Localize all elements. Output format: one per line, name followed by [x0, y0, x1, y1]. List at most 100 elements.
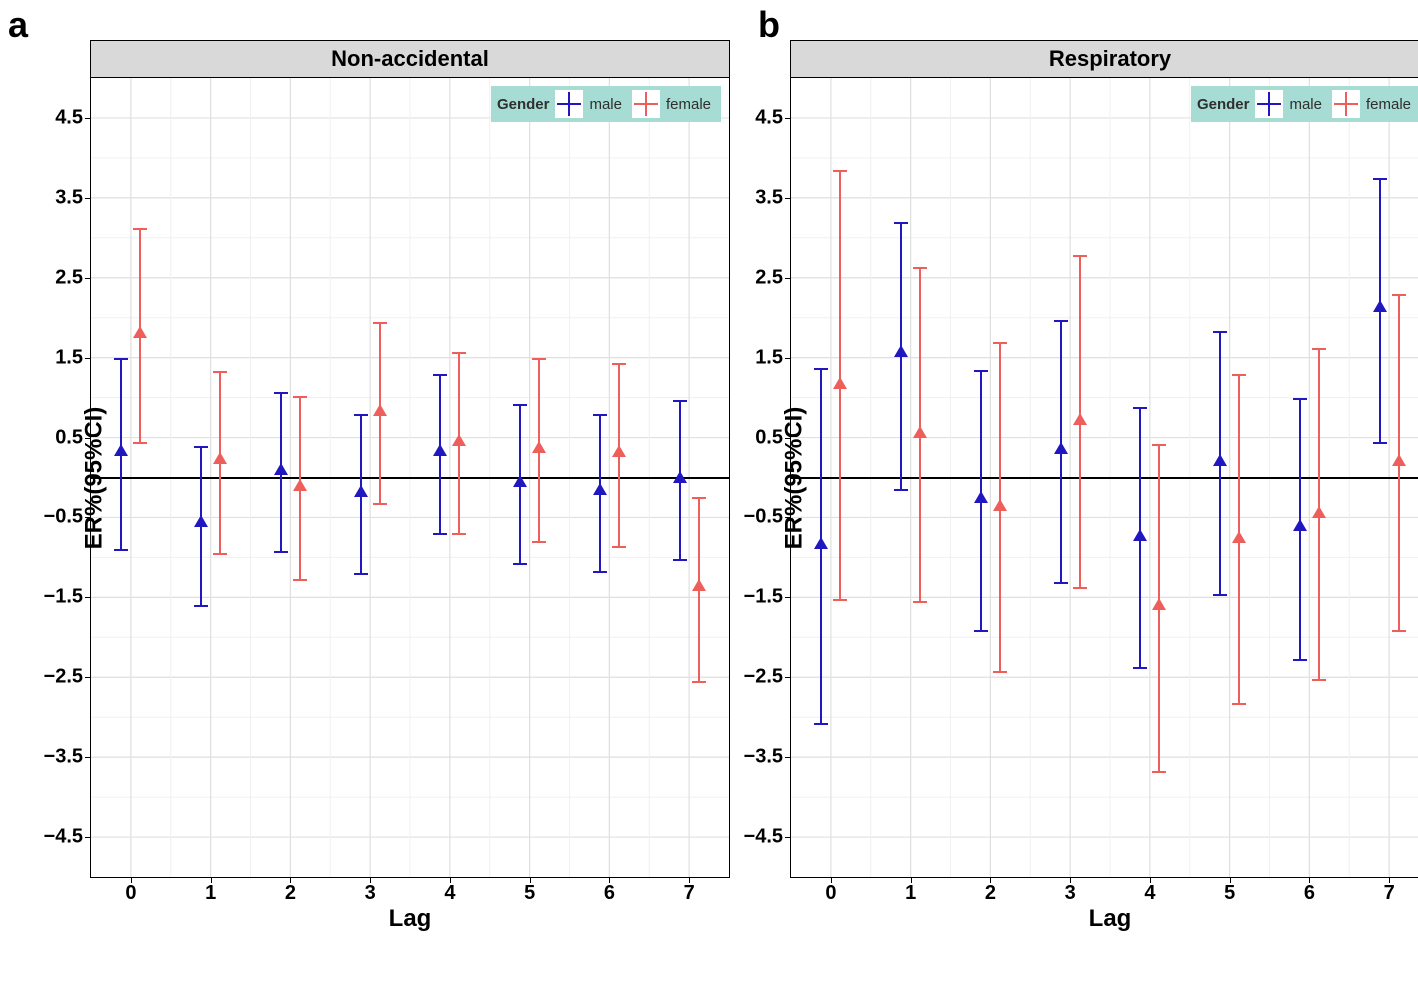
x-tick-label: 6	[604, 882, 615, 905]
y-tick-label: 4.5	[755, 106, 783, 129]
errorbar-female	[999, 342, 1001, 674]
y-tick-label: 0.5	[55, 426, 83, 449]
y-tick-label: 1.5	[55, 346, 83, 369]
point-marker-male	[354, 485, 368, 497]
errorbar-female	[919, 267, 921, 603]
y-tick-label: −3.5	[744, 746, 783, 769]
x-tick-label: 3	[1065, 882, 1076, 905]
point-marker-female	[612, 445, 626, 457]
y-tick-label: 2.5	[755, 266, 783, 289]
zero-line	[791, 477, 1418, 479]
y-tick-label: 1.5	[755, 346, 783, 369]
plot-area-a: Gender male female ER%(95%CI) Lag −4.5−3…	[90, 78, 730, 878]
legend-title: Gender	[497, 96, 550, 113]
figure: a b Non-accidental Gender male female ER…	[0, 0, 1418, 983]
errorbar-male	[1219, 331, 1221, 595]
legend-key-female-icon	[632, 90, 660, 118]
point-marker-female	[373, 404, 387, 416]
point-marker-female	[993, 499, 1007, 511]
point-marker-male	[1293, 519, 1307, 531]
point-marker-male	[513, 475, 527, 487]
point-marker-male	[274, 463, 288, 475]
point-marker-female	[532, 441, 546, 453]
errorbar-female	[538, 358, 540, 543]
x-axis-label-b: Lag	[1089, 905, 1132, 933]
y-tick-label: 3.5	[755, 186, 783, 209]
y-tick-label: −4.5	[44, 826, 83, 849]
errorbar-female	[219, 371, 221, 555]
x-tick-label: 2	[285, 882, 296, 905]
errorbar-male	[980, 370, 982, 632]
x-tick-label: 5	[1224, 882, 1235, 905]
errorbar-male	[200, 446, 202, 607]
point-marker-male	[1373, 300, 1387, 312]
point-marker-female	[692, 579, 706, 591]
x-tick-label: 4	[1144, 882, 1155, 905]
x-tick-label: 0	[125, 882, 136, 905]
point-marker-male	[673, 471, 687, 483]
point-marker-female	[1232, 531, 1246, 543]
point-marker-female	[213, 452, 227, 464]
y-tick-label: −1.5	[44, 586, 83, 609]
errorbar-female	[458, 352, 460, 535]
legend-key-female-icon	[1332, 90, 1360, 118]
errorbar-male	[900, 222, 902, 491]
strip-b: Respiratory	[790, 40, 1418, 78]
errorbar-male	[1299, 398, 1301, 662]
point-marker-male	[1133, 529, 1147, 541]
x-tick-label: 2	[985, 882, 996, 905]
point-marker-female	[1392, 454, 1406, 466]
y-tick-label: −1.5	[744, 586, 783, 609]
legend-key-male-icon	[555, 90, 583, 118]
legend-a: Gender male female	[491, 86, 721, 122]
strip-a: Non-accidental	[90, 40, 730, 78]
errorbar-male	[280, 392, 282, 553]
point-marker-female	[1073, 413, 1087, 425]
x-tick-label: 3	[365, 882, 376, 905]
point-marker-female	[293, 479, 307, 491]
point-marker-female	[1312, 506, 1326, 518]
errorbar-female	[698, 497, 700, 682]
x-tick-label: 7	[1384, 882, 1395, 905]
legend-key-male-icon	[1255, 90, 1283, 118]
panel-label-b: b	[758, 4, 780, 46]
errorbar-male	[120, 358, 122, 551]
x-tick-label: 1	[905, 882, 916, 905]
errorbar-female	[1079, 255, 1081, 589]
y-tick-label: 4.5	[55, 106, 83, 129]
point-marker-male	[433, 444, 447, 456]
point-marker-male	[894, 345, 908, 357]
y-tick-label: −2.5	[744, 666, 783, 689]
x-tick-label: 5	[524, 882, 535, 905]
y-tick-label: 2.5	[55, 266, 83, 289]
point-marker-male	[114, 444, 128, 456]
point-marker-male	[1054, 442, 1068, 454]
errorbar-male	[599, 414, 601, 574]
zero-line	[91, 477, 729, 479]
legend-label-male: male	[589, 96, 626, 113]
errorbar-female	[299, 396, 301, 581]
plot-area-b: Gender male female ER%(95%CI) Lag −4.5−3…	[790, 78, 1418, 878]
errorbar-female	[618, 363, 620, 548]
point-marker-male	[1213, 454, 1227, 466]
legend-b: Gender male female	[1191, 86, 1418, 122]
point-marker-female	[452, 434, 466, 446]
x-tick-label: 6	[1304, 882, 1315, 905]
y-tick-label: 3.5	[55, 186, 83, 209]
x-tick-label: 7	[684, 882, 695, 905]
errorbar-female	[1318, 348, 1320, 681]
point-marker-male	[194, 515, 208, 527]
x-axis-label-a: Lag	[389, 905, 432, 933]
errorbar-male	[820, 368, 822, 725]
legend-label-female: female	[666, 96, 715, 113]
y-tick-label: −2.5	[44, 666, 83, 689]
y-tick-label: 0.5	[755, 426, 783, 449]
panel-a: Non-accidental Gender male female ER%(95…	[90, 40, 730, 940]
errorbar-male	[1379, 178, 1381, 444]
errorbar-female	[139, 228, 141, 444]
y-tick-label: −0.5	[744, 506, 783, 529]
y-tick-label: −0.5	[44, 506, 83, 529]
errorbar-female	[839, 170, 841, 601]
errorbar-male	[439, 374, 441, 535]
legend-title: Gender	[1197, 96, 1250, 113]
